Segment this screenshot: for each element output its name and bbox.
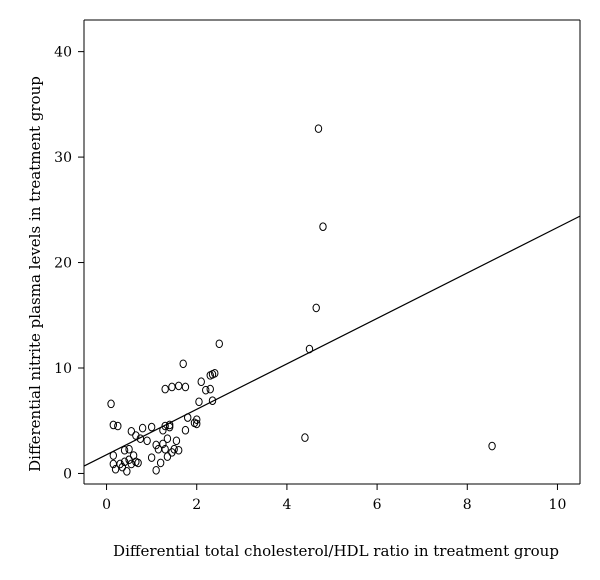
- data-point: [197, 377, 205, 387]
- data-point: [123, 467, 131, 476]
- y-tick-label: 20: [54, 256, 72, 272]
- x-tick-label: 10: [549, 497, 567, 513]
- data-point: [312, 303, 320, 313]
- data-point: [314, 124, 323, 133]
- data-point: [211, 368, 219, 378]
- data-point: [195, 397, 203, 407]
- data-point: [193, 415, 201, 424]
- y-tick-label: 0: [63, 466, 72, 482]
- data-point: [172, 436, 181, 446]
- data-point: [301, 433, 309, 442]
- data-point: [138, 423, 147, 433]
- data-point: [174, 381, 183, 391]
- y-axis-title: Differential nitrite plasma levels in tr…: [26, 76, 44, 472]
- data-point: [120, 457, 129, 467]
- data-point: [147, 422, 156, 432]
- data-point: [143, 436, 151, 446]
- data-point: [156, 458, 165, 468]
- data-point: [152, 465, 160, 475]
- x-tick-label: 6: [373, 497, 382, 513]
- data-point: [114, 421, 122, 431]
- x-tick-label: 4: [282, 497, 291, 513]
- data-point: [168, 448, 176, 457]
- axes: [83, 19, 581, 485]
- x-tick-label: 8: [463, 497, 472, 513]
- data-point: [193, 419, 201, 429]
- data-point: [107, 399, 115, 409]
- data-point: [215, 339, 223, 349]
- data-point: [319, 222, 327, 231]
- y-tick-label: 30: [54, 150, 72, 166]
- data-point: [161, 384, 169, 394]
- data-point: [111, 464, 120, 474]
- data-point: [125, 444, 133, 454]
- data-point: [179, 359, 187, 369]
- data-point: [161, 421, 169, 431]
- data-point: [120, 445, 129, 455]
- data-point: [134, 458, 142, 468]
- data-points: [107, 124, 496, 476]
- regression-line-group: [83, 215, 581, 467]
- data-point: [181, 382, 190, 392]
- data-point: [488, 441, 496, 451]
- y-tick-label: 40: [54, 45, 72, 61]
- data-point: [127, 426, 136, 436]
- data-point: [118, 462, 127, 472]
- data-point: [202, 385, 210, 395]
- data-point: [147, 453, 156, 462]
- x-tick-label: 0: [102, 497, 111, 513]
- data-point: [109, 420, 118, 430]
- y-tick-label: 10: [54, 361, 72, 377]
- ticks: 0 2 4 6 8 10 0 10 20 30 40: [54, 45, 566, 513]
- data-point: [159, 439, 167, 449]
- data-point: [163, 434, 172, 443]
- data-point: [116, 459, 124, 469]
- data-point: [181, 425, 190, 435]
- data-point: [174, 445, 183, 455]
- data-point: [206, 384, 214, 394]
- data-point: [208, 396, 217, 405]
- data-point: [170, 444, 178, 454]
- x-tick-label: 2: [192, 497, 201, 513]
- regression-line: [83, 215, 581, 467]
- x-axis-title: Differential total cholesterol/HDL ratio…: [113, 542, 559, 560]
- data-point: [168, 382, 176, 392]
- data-point: [163, 452, 172, 461]
